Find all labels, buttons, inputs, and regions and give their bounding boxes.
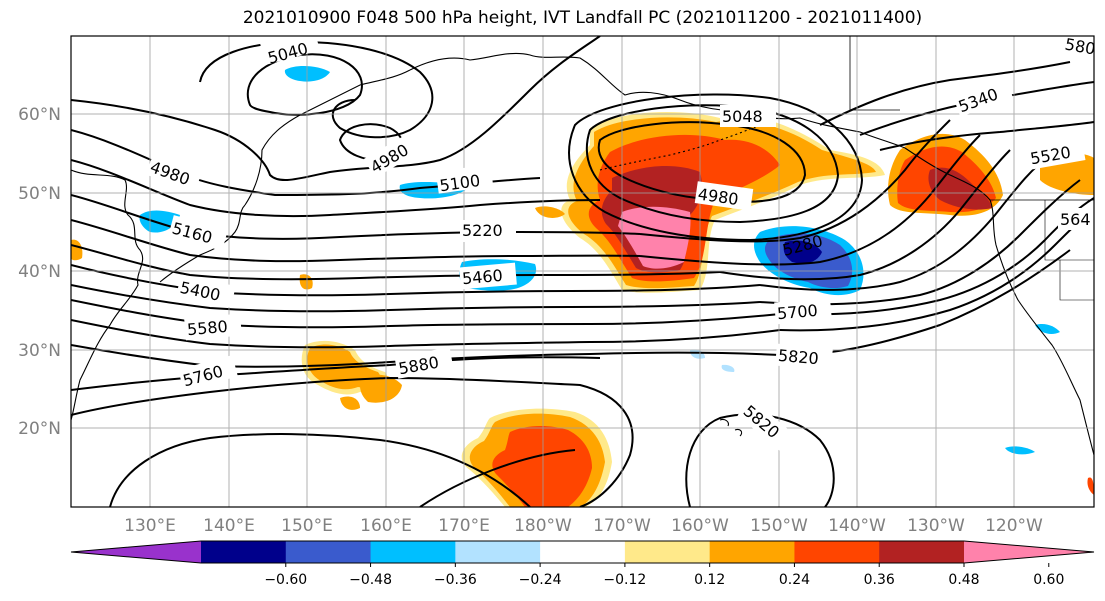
alaska-coast <box>409 52 906 149</box>
colorbar-segment <box>794 541 880 563</box>
colorbar-tick-label: 0.36 <box>864 572 895 588</box>
graticule <box>71 36 1094 507</box>
lon-label: 180°W <box>514 516 572 536</box>
colorbar-extension-low <box>71 541 201 563</box>
contour-label: 5220 <box>462 221 503 240</box>
lat-axis-labels: 60°N 50°N 40°N 30°N 20°N <box>18 105 61 439</box>
colorbar-segment <box>370 541 456 563</box>
lon-label: 170°W <box>593 516 651 536</box>
height-contours <box>71 36 1094 507</box>
colorbar-tick-label: −0.48 <box>349 572 392 588</box>
lat-label: 50°N <box>18 184 61 204</box>
colorbar-tick-label: 0.48 <box>948 572 979 588</box>
lon-label: 160°W <box>671 516 729 536</box>
map-title: 2021010900 F048 500 hPa height, IVT Land… <box>242 8 923 28</box>
colorbar-tick-label: −0.60 <box>264 572 307 588</box>
lon-label: 120°W <box>985 516 1043 536</box>
colorbar-tick-label: −0.24 <box>519 572 562 588</box>
lon-label: 130°E <box>124 516 176 536</box>
lon-label: 160°E <box>360 516 412 536</box>
contour-label: 5460 <box>461 266 503 288</box>
contour-label: 580 <box>1063 35 1096 59</box>
contour-label: 5700 <box>776 301 818 323</box>
lon-label: 140°W <box>828 516 886 536</box>
colorbar-segment <box>455 541 541 563</box>
colorbar-tick-label: −0.36 <box>434 572 477 588</box>
map-frame <box>70 35 1095 508</box>
lon-axis-labels: 130°E 140°E 150°E 160°E 170°E 180°W 170°… <box>124 516 1043 536</box>
colorbar-segment <box>285 541 372 563</box>
lat-label: 20°N <box>18 419 61 439</box>
contour-label: 5580 <box>186 317 228 339</box>
aleutian-chain <box>599 124 761 171</box>
contour-label: 5820 <box>777 346 819 368</box>
colorbar-extension-high <box>964 541 1094 563</box>
colorbar-outline <box>70 540 1095 564</box>
lat-label: 30°N <box>18 341 61 361</box>
lon-label: 170°E <box>438 516 490 536</box>
colorbar-segment <box>624 541 711 563</box>
us-state-lines <box>1044 200 1094 301</box>
lon-label: 150°E <box>281 516 333 536</box>
hawaii <box>719 418 743 437</box>
lat-label: 40°N <box>18 262 61 282</box>
lat-label: 60°N <box>18 105 61 125</box>
contour-label: 5048 <box>722 107 763 126</box>
colorbar: −0.60 −0.48 −0.36 −0.24 −0.12 0.12 0.24 0.36 0.4… <box>70 540 1095 588</box>
colorbar-tick-label: −0.12 <box>603 572 646 588</box>
lon-label: 140°E <box>203 516 255 536</box>
lon-label: 130°W <box>907 516 965 536</box>
contour-label: 564 <box>1060 210 1091 229</box>
colorbar-tick-label: 0.12 <box>694 572 725 588</box>
colorbar-segment <box>709 541 795 563</box>
colorbar-tick-label: 0.60 <box>1033 572 1064 588</box>
colorbar-tick-label: 0.24 <box>779 572 810 588</box>
colorbar-segment <box>540 541 626 563</box>
map-plot-area: 5040 4980 4980 5100 5160 5220 5400 5460 … <box>71 35 1096 507</box>
asia-coast <box>71 169 144 421</box>
colorbar-segment <box>879 541 965 563</box>
colorbar-segment <box>201 541 287 563</box>
north-america-coast <box>904 147 1094 456</box>
lon-label: 150°W <box>750 516 808 536</box>
